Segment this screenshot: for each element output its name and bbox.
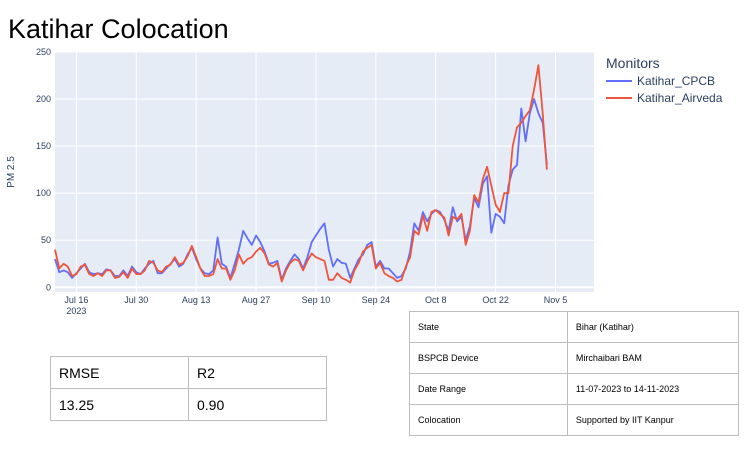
y-tick-label: 150 xyxy=(36,141,51,151)
x-tick-label: Sep 10 xyxy=(302,295,331,305)
x-tick-label: Oct 8 xyxy=(425,295,447,305)
x-tick-sublabel: 2023 xyxy=(66,306,86,316)
y-tick-label: 0 xyxy=(46,282,51,292)
y-tick-label: 50 xyxy=(41,235,51,245)
y-tick-label: 250 xyxy=(36,47,51,57)
y-axis-ticks: 0 50 100 150 200 250 xyxy=(36,47,51,292)
x-tick-label: Nov 5 xyxy=(544,295,568,305)
legend-swatch-airveda xyxy=(606,97,632,99)
legend-item-cpcb[interactable]: Katihar_CPCB xyxy=(606,74,715,88)
table-row: State Bihar (Katihar) xyxy=(409,311,740,343)
x-tick-label: Aug 13 xyxy=(182,295,211,305)
stats-header-r2: R2 xyxy=(188,356,327,389)
legend-label-airveda: Katihar_Airveda xyxy=(637,91,723,105)
info-value-date-range: 11-07-2023 to 14-11-2023 xyxy=(566,373,740,405)
x-tick-label: Jul 30 xyxy=(124,295,148,305)
legend-title: Monitors xyxy=(606,55,660,71)
page-title: Katihar Colocation xyxy=(8,14,229,44)
table-row: Colocation Supported by IIT Kanpur xyxy=(409,404,740,436)
info-key-colocation: Colocation xyxy=(409,404,568,436)
x-tick-label: Oct 22 xyxy=(482,295,509,305)
info-key-device: BSPCB Device xyxy=(409,342,568,374)
stats-value-row: 13.25 0.90 xyxy=(50,388,327,421)
stats-header-row: RMSE R2 xyxy=(50,356,327,389)
grid-lines xyxy=(55,51,594,292)
legend-swatch-cpcb xyxy=(606,80,632,82)
legend-item-airveda[interactable]: Katihar_Airveda xyxy=(606,91,722,105)
y-tick-label: 200 xyxy=(36,94,51,104)
x-tick-label: Aug 27 xyxy=(242,295,271,305)
y-axis-label: PM 2.5 xyxy=(6,156,17,188)
stats-value-rmse: 13.25 xyxy=(50,388,189,421)
series-lines xyxy=(54,64,548,284)
info-value-device: Mirchaibari BAM xyxy=(566,342,740,374)
info-value-colocation: Supported by IIT Kanpur xyxy=(566,404,740,436)
plot-area xyxy=(55,52,594,292)
table-row: Date Range 11-07-2023 to 14-11-2023 xyxy=(409,373,740,405)
x-tick-label: Sep 24 xyxy=(362,295,391,305)
stats-header-rmse: RMSE xyxy=(50,356,189,389)
series-line-katihar-airveda xyxy=(54,64,548,284)
info-value-state: Bihar (Katihar) xyxy=(566,311,740,343)
y-tick-label: 100 xyxy=(36,188,51,198)
info-table: State Bihar (Katihar) BSPCB Device Mirch… xyxy=(409,311,740,436)
stats-table: RMSE R2 13.25 0.90 xyxy=(50,356,327,421)
info-key-date-range: Date Range xyxy=(409,373,568,405)
table-row: BSPCB Device Mirchaibari BAM xyxy=(409,342,740,374)
legend-label-cpcb: Katihar_CPCB xyxy=(637,74,716,88)
x-tick-label: Jul 16 xyxy=(64,295,88,305)
info-key-state: State xyxy=(409,311,568,343)
stats-value-r2: 0.90 xyxy=(188,388,327,421)
